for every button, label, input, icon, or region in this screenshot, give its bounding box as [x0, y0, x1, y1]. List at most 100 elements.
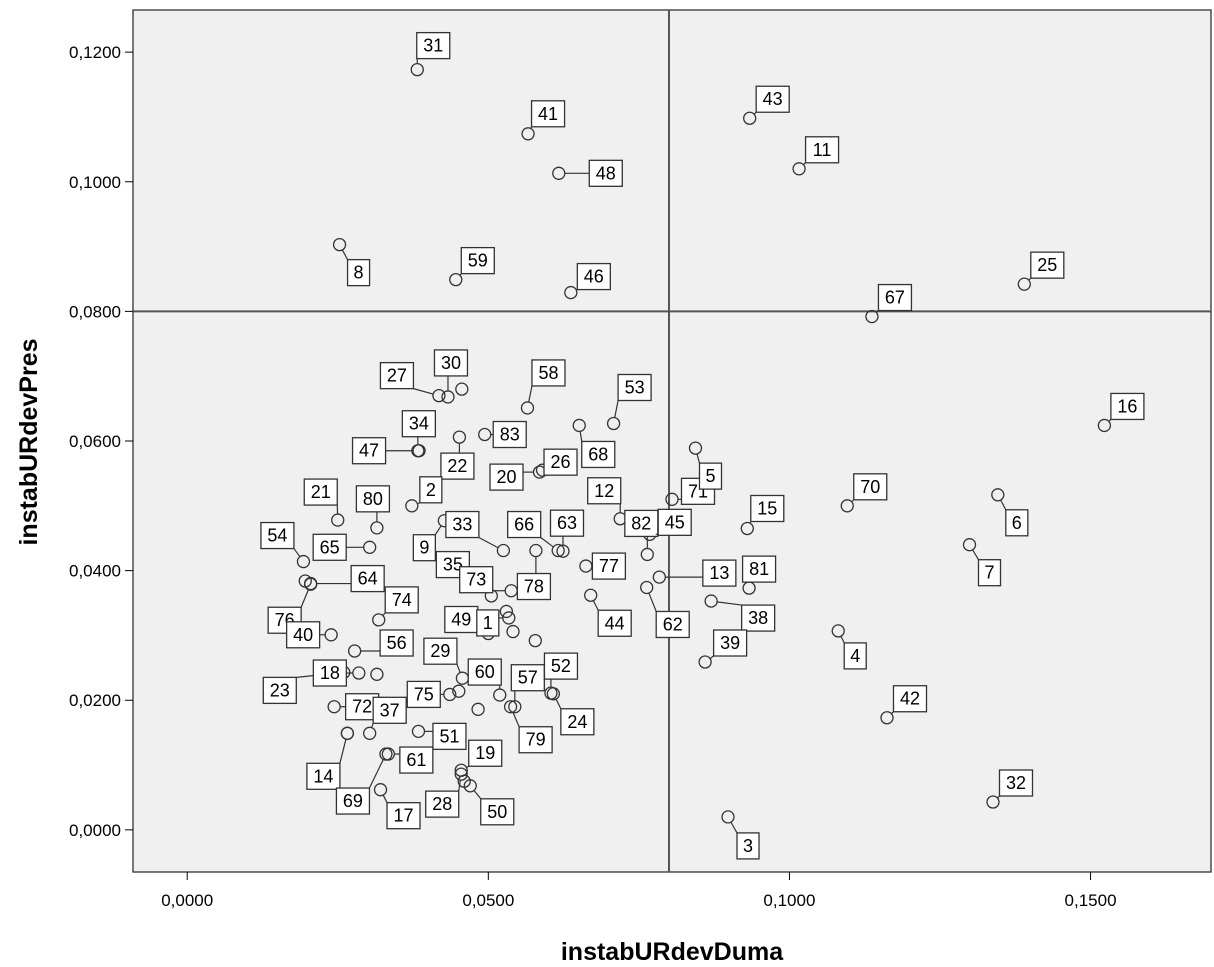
label-leader	[413, 388, 434, 395]
label-leader	[512, 712, 520, 727]
point-label: 68	[588, 444, 608, 464]
point-label: 29	[430, 641, 450, 661]
point-label-box	[998, 769, 1034, 797]
data-point	[865, 309, 879, 324]
label-leader	[382, 794, 388, 803]
point-label-box	[480, 798, 515, 826]
point-label: 50	[487, 802, 507, 822]
point-label: 39	[720, 633, 740, 653]
data-point	[405, 499, 419, 513]
label-leader	[696, 453, 701, 464]
point-label: 27	[387, 366, 407, 386]
plot-area	[132, 9, 1212, 873]
label-leader	[434, 525, 442, 536]
point-label: 4	[850, 646, 860, 666]
data-point	[740, 521, 754, 536]
point-label-box	[740, 604, 776, 632]
point-label: 23	[270, 680, 290, 700]
point-label-box	[312, 659, 347, 687]
point-label: 64	[358, 569, 378, 589]
data-point	[743, 111, 757, 125]
y-tick-label: 0,0800	[69, 302, 121, 321]
data-point	[962, 538, 977, 552]
point-label-box	[617, 373, 652, 402]
point-label-box	[1030, 251, 1065, 279]
point-label: 57	[518, 668, 538, 688]
data-point	[496, 543, 511, 558]
point-label: 24	[567, 712, 587, 732]
label-leader	[972, 549, 980, 561]
point-label-box	[543, 448, 578, 476]
point-label: 79	[526, 730, 546, 750]
point-label-box	[346, 258, 371, 287]
point-label-box	[507, 510, 542, 539]
data-point	[503, 700, 518, 714]
data-point	[698, 655, 712, 669]
label-leader	[293, 548, 301, 558]
point-label-box	[736, 832, 760, 860]
point-label-box	[432, 722, 467, 751]
point-label-box	[425, 790, 460, 818]
data-point	[792, 162, 806, 176]
label-leader	[300, 589, 309, 608]
label-leader	[371, 723, 374, 728]
point-label-box	[741, 555, 777, 583]
point-label-box	[401, 410, 437, 438]
point-label-box	[655, 610, 690, 639]
data-point	[1097, 418, 1112, 433]
label-leader	[592, 600, 599, 611]
point-labels: 3141484311859462567162730585334472283262…	[260, 31, 1145, 860]
point-label-box	[285, 621, 321, 649]
point-label-box	[516, 572, 552, 601]
point-label: 53	[625, 378, 645, 398]
point-label-box	[468, 739, 503, 767]
point-label: 69	[343, 791, 363, 811]
point-label: 62	[663, 614, 683, 634]
label-leader	[458, 779, 461, 792]
data-point	[546, 687, 561, 701]
point-label-box	[386, 802, 421, 830]
point-label: 60	[475, 662, 495, 682]
point-label: 38	[748, 608, 768, 628]
point-label: 25	[1037, 255, 1057, 275]
data-point	[564, 285, 578, 300]
point-label-box	[440, 452, 475, 480]
point-label-box	[977, 559, 1002, 587]
data-point	[528, 633, 542, 648]
label-leader	[368, 759, 384, 789]
label-leader	[648, 592, 657, 612]
label-leader	[555, 698, 562, 710]
y-tick-label: 0,0000	[69, 821, 121, 840]
data-point	[452, 684, 466, 698]
point-label: 45	[665, 512, 685, 532]
point-label: 58	[538, 363, 558, 383]
point-label-box	[399, 746, 434, 774]
point-label: 82	[631, 513, 651, 533]
reference-lines	[133, 10, 1211, 872]
point-label-box	[262, 676, 297, 705]
point-label-box	[1005, 509, 1029, 537]
point-label-box	[804, 136, 840, 164]
point-label-box	[712, 629, 748, 657]
label-leader	[341, 249, 349, 260]
point-label: 15	[757, 498, 777, 518]
data-point	[372, 613, 386, 627]
point-label: 48	[596, 163, 616, 183]
data-point	[370, 667, 384, 681]
point-label: 1	[483, 613, 493, 633]
point-label-box	[853, 473, 888, 501]
data-point	[521, 127, 535, 141]
point-label: 59	[468, 251, 488, 271]
point-label-box	[467, 658, 502, 686]
data-point	[449, 272, 463, 287]
point-label: 22	[447, 456, 467, 476]
point-label: 80	[363, 489, 383, 509]
y-tick-label: 0,1000	[69, 173, 121, 192]
point-label-box	[412, 534, 437, 562]
point-label: 11	[813, 140, 832, 160]
data-point	[640, 580, 654, 595]
point-label: 47	[359, 441, 379, 461]
data-point	[457, 774, 471, 788]
data-point	[432, 388, 446, 403]
point-label-box	[260, 521, 295, 550]
